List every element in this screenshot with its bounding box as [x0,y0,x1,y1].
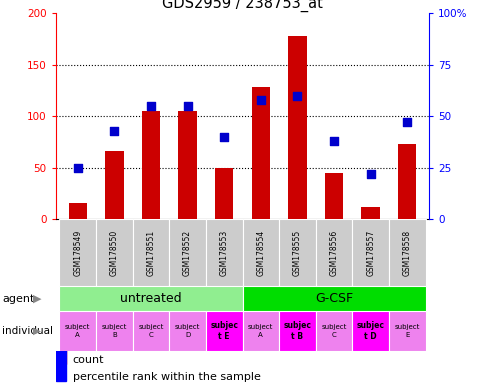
Bar [60,219,96,286]
Text: G-CSF: G-CSF [314,292,352,305]
Text: subjec
t E: subjec t E [210,321,238,341]
Text: GSM178551: GSM178551 [146,229,155,276]
Bar [141,111,160,219]
Bar [388,311,424,351]
Point [220,134,227,140]
Text: GSM178555: GSM178555 [292,229,302,276]
Bar [278,311,315,351]
Text: subject
C: subject C [138,324,163,338]
Text: subject
E: subject E [394,324,419,338]
Point [293,93,301,99]
Bar [361,207,379,219]
Bar [324,173,343,219]
Text: GSM178557: GSM178557 [365,229,374,276]
Text: agent: agent [2,293,35,304]
Text: GSM178558: GSM178558 [402,229,411,276]
Point [110,127,118,134]
Bar [214,167,233,219]
Text: GSM178549: GSM178549 [73,229,82,276]
Bar [206,219,242,286]
Text: count: count [73,354,104,364]
Text: untreated: untreated [120,292,182,305]
Bar [242,311,278,351]
Text: individual: individual [2,326,53,336]
Bar [105,151,123,219]
Bar [96,311,133,351]
Text: ▶: ▶ [32,326,40,336]
Text: GSM178552: GSM178552 [182,229,192,276]
Text: subject
B: subject B [102,324,127,338]
Text: GSM178553: GSM178553 [219,229,228,276]
Bar [60,311,96,351]
Text: percentile rank within the sample: percentile rank within the sample [73,372,260,382]
Bar [133,219,169,286]
Title: GDS2959 / 238753_at: GDS2959 / 238753_at [162,0,322,12]
Bar [388,219,424,286]
Bar [287,36,306,219]
Text: subjec
t B: subjec t B [283,321,311,341]
Bar [56,349,66,381]
Bar [169,311,206,351]
Point [366,170,374,177]
Text: GSM178554: GSM178554 [256,229,265,276]
Bar [251,88,270,219]
Bar [315,219,351,286]
Point [330,138,337,144]
Bar [351,311,388,351]
Bar [397,144,416,219]
Bar [133,311,169,351]
Bar [315,311,351,351]
Bar [60,286,242,311]
Bar [56,332,66,364]
Text: GSM178556: GSM178556 [329,229,338,276]
Text: subject
A: subject A [248,324,273,338]
Bar [242,219,278,286]
Text: subject
A: subject A [65,324,90,338]
Bar [278,219,315,286]
Bar [206,311,242,351]
Point [403,119,410,126]
Text: subject
D: subject D [175,324,200,338]
Point [74,164,81,170]
Text: GSM178550: GSM178550 [110,229,119,276]
Point [257,97,264,103]
Text: subject
C: subject C [321,324,346,338]
Bar [242,286,424,311]
Bar [169,219,206,286]
Text: subjec
t D: subjec t D [356,321,384,341]
Bar [68,204,87,219]
Bar [351,219,388,286]
Text: ▶: ▶ [32,293,41,304]
Point [183,103,191,109]
Bar [96,219,133,286]
Point [147,103,154,109]
Bar [178,111,197,219]
